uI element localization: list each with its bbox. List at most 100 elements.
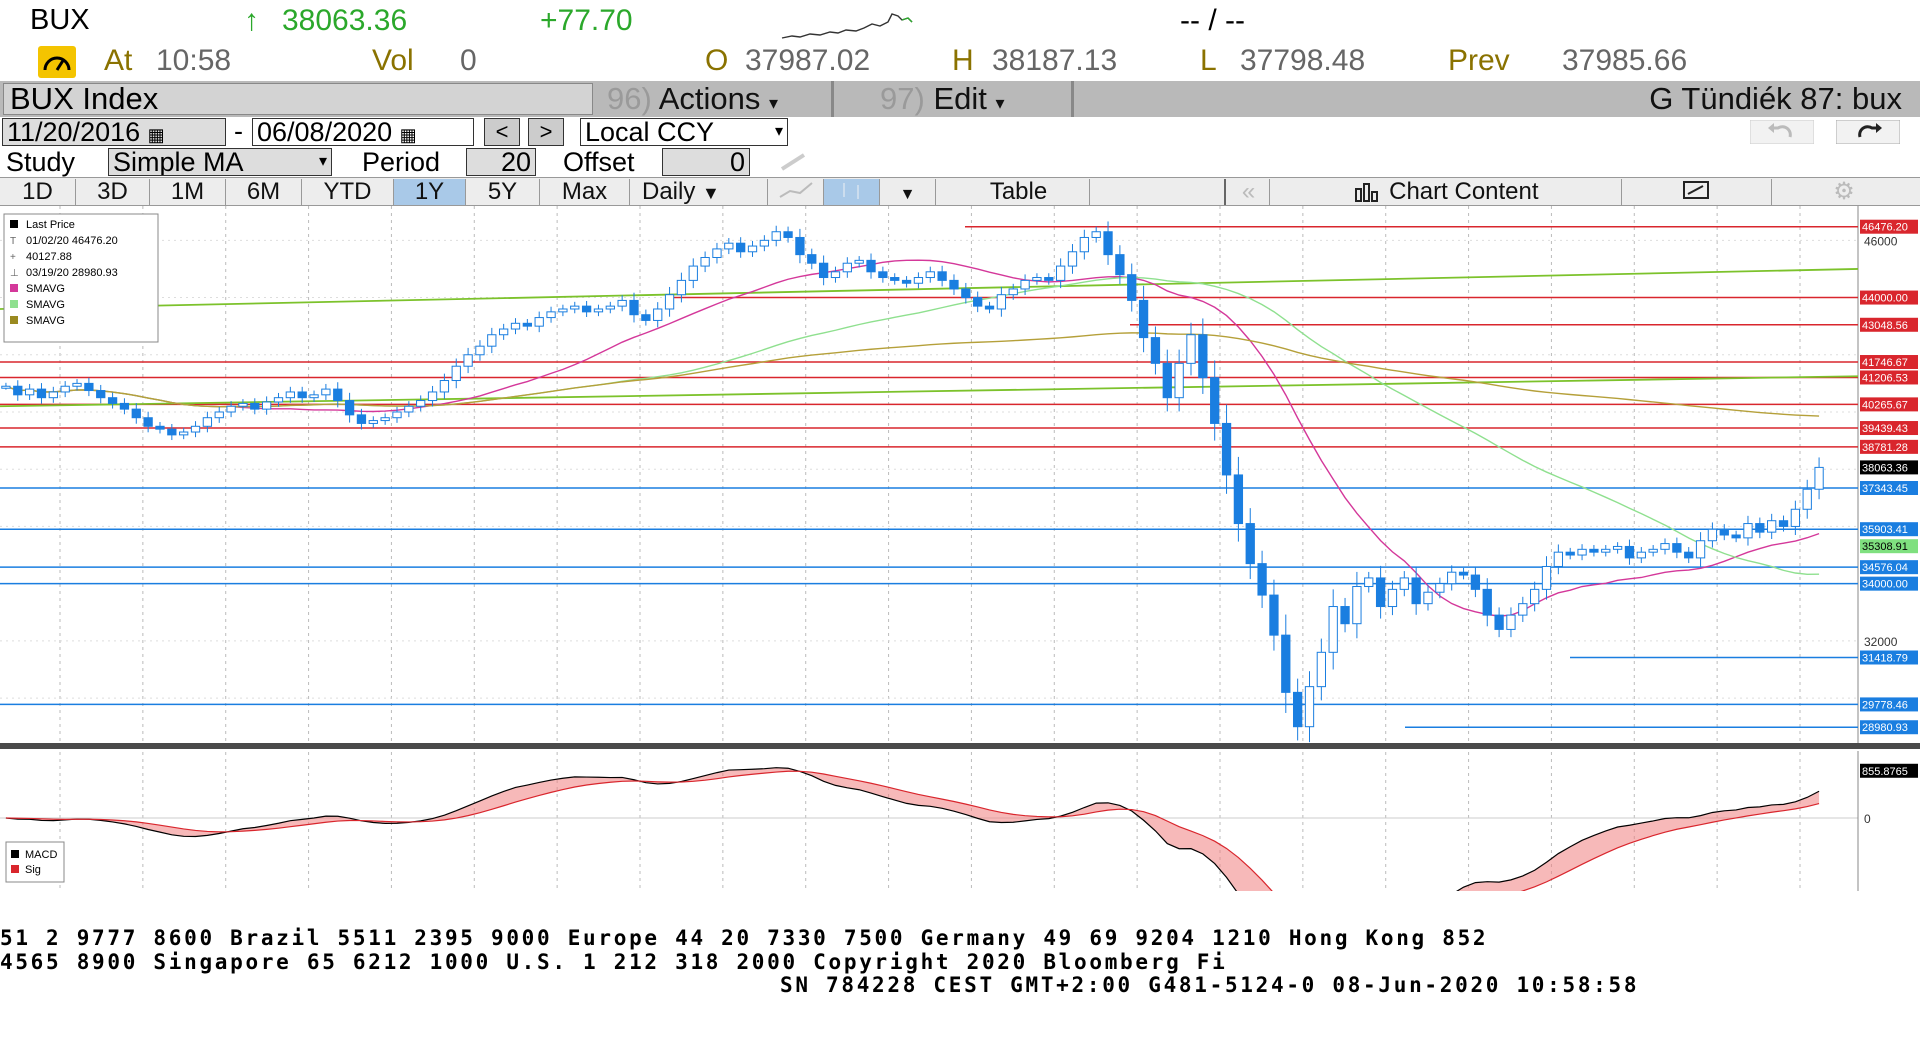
pencil-icon[interactable]	[778, 151, 810, 173]
range-1y-button[interactable]: 1Y	[394, 179, 466, 205]
range-ytd-button[interactable]: YTD	[302, 179, 394, 205]
ticker: BUX	[30, 4, 90, 36]
candle-body	[356, 414, 367, 424]
candle-body	[1257, 563, 1267, 596]
study-select[interactable]: Simple MA ▾	[108, 148, 332, 176]
trend-line	[0, 268, 1859, 310]
candle-chart-icon[interactable]	[824, 179, 880, 205]
y-tick-label: 46000	[1864, 234, 1898, 248]
candle-body	[167, 428, 177, 436]
candle-body	[558, 308, 568, 313]
candle-body	[973, 297, 983, 307]
candle-body	[842, 262, 852, 273]
candle-body	[309, 394, 319, 399]
caret-down-icon: ▾	[769, 93, 779, 113]
support-label-box	[1860, 522, 1918, 537]
support-label-box	[1860, 650, 1918, 665]
annotate-icon[interactable]	[1622, 179, 1772, 205]
candle-body	[664, 294, 675, 310]
resistance-label-box	[1860, 397, 1918, 412]
frequency-select[interactable]: Daily ▼	[630, 179, 768, 205]
chart-content-button[interactable]: Chart Content	[1272, 179, 1622, 205]
candle-body	[1506, 614, 1516, 630]
start-date-field[interactable]: 11/20/2016 ▦	[2, 118, 226, 146]
candle-body	[1814, 466, 1824, 490]
price-chart[interactable]: 46000 32000 46476.20 44000.00 43048.56 41746.…	[0, 206, 1920, 891]
candle-body	[1020, 279, 1030, 290]
range-max-button[interactable]: Max	[540, 179, 630, 205]
candle-body	[96, 390, 106, 399]
candle-body	[522, 322, 533, 327]
legend-swatch	[10, 220, 18, 228]
candle-body	[1127, 274, 1137, 301]
range-6m-button[interactable]: 6M	[226, 179, 302, 205]
start-date: 11/20/2016	[7, 118, 141, 146]
candle-body	[1435, 583, 1445, 593]
legend-swatch	[10, 284, 18, 292]
macd-legend-label: MACD	[25, 849, 57, 861]
edit-menu[interactable]: 97) Edit ▾	[880, 81, 1005, 117]
macd-pane: 0-2000855.8765	[0, 751, 1918, 891]
sma-120-line	[5, 332, 1820, 417]
support-label: 35903.41	[1862, 524, 1908, 536]
line-chart-icon[interactable]	[768, 179, 824, 205]
candle-body	[724, 242, 734, 250]
currency-select[interactable]: Local CCY ▾	[580, 118, 788, 146]
caret-down-icon: ▼	[899, 186, 916, 203]
legend-label: Last Price	[26, 219, 75, 231]
candle-body	[1375, 577, 1386, 608]
macd-label-box	[1860, 763, 1918, 778]
currency-value: Local CCY	[585, 118, 715, 146]
candle-body	[1032, 277, 1042, 281]
candle-body	[1067, 251, 1078, 267]
undo-icon[interactable]	[1750, 120, 1814, 144]
calendar-icon[interactable]: ▦	[399, 125, 417, 145]
support-label: 34576.04	[1862, 562, 1908, 574]
candle-body	[1352, 586, 1362, 625]
chart-content-icon	[1355, 183, 1379, 202]
table-spacer	[1090, 179, 1226, 205]
support-label-box	[1860, 560, 1918, 575]
table-button[interactable]: Table	[948, 179, 1090, 205]
pane-divider[interactable]	[0, 743, 1920, 749]
high-value: 38187.13	[992, 44, 1118, 77]
support-label-box	[1860, 697, 1918, 712]
offset-field[interactable]: 0	[662, 148, 750, 176]
candle-body	[155, 425, 165, 430]
range-1m-button[interactable]: 1M	[150, 179, 226, 205]
range-3d-button[interactable]: 3D	[76, 179, 150, 205]
period-field[interactable]: 20	[466, 148, 536, 176]
net-change: +77.70	[540, 4, 633, 37]
end-date-field[interactable]: 06/08/2020 ▦	[252, 118, 474, 146]
actions-menu[interactable]: 96) Actions ▾	[607, 81, 778, 117]
candle-body	[1601, 548, 1611, 553]
candle-body	[1755, 523, 1765, 533]
next-period-button[interactable]: >	[528, 118, 564, 146]
prev-period-button[interactable]: <	[484, 118, 520, 146]
period-label: Period	[362, 147, 441, 177]
gear-icon[interactable]: ⚙	[1833, 178, 1855, 205]
vol-label: Vol	[372, 44, 414, 77]
moving-averages	[5, 259, 1820, 617]
redo-icon[interactable]	[1836, 120, 1900, 144]
candle-body	[712, 248, 722, 258]
bid-ask: -- / --	[1180, 4, 1245, 37]
candle-body	[1482, 588, 1492, 616]
caret-down-icon: ▾	[318, 153, 327, 170]
macd-legend-label: Sig	[25, 864, 41, 876]
range-5y-button[interactable]: 5Y	[466, 179, 540, 205]
candle-body	[250, 402, 260, 410]
gauge-icon[interactable]	[38, 46, 76, 78]
candle-body	[13, 385, 23, 396]
legend-label: SMAVG	[26, 315, 65, 327]
resistance-label: 44000.00	[1862, 293, 1908, 305]
candle-body	[510, 322, 521, 330]
calendar-icon[interactable]: ▦	[147, 125, 165, 145]
chart-type-dropdown[interactable]: ▼	[880, 179, 936, 205]
security-field[interactable]: BUX Index	[3, 83, 593, 115]
double-left-icon[interactable]: «	[1228, 179, 1270, 205]
legend-label: 01/02/20 46476.20	[26, 235, 118, 247]
candle-body	[1707, 528, 1718, 542]
candle-body	[878, 271, 888, 279]
range-1d-button[interactable]: 1D	[0, 179, 76, 205]
